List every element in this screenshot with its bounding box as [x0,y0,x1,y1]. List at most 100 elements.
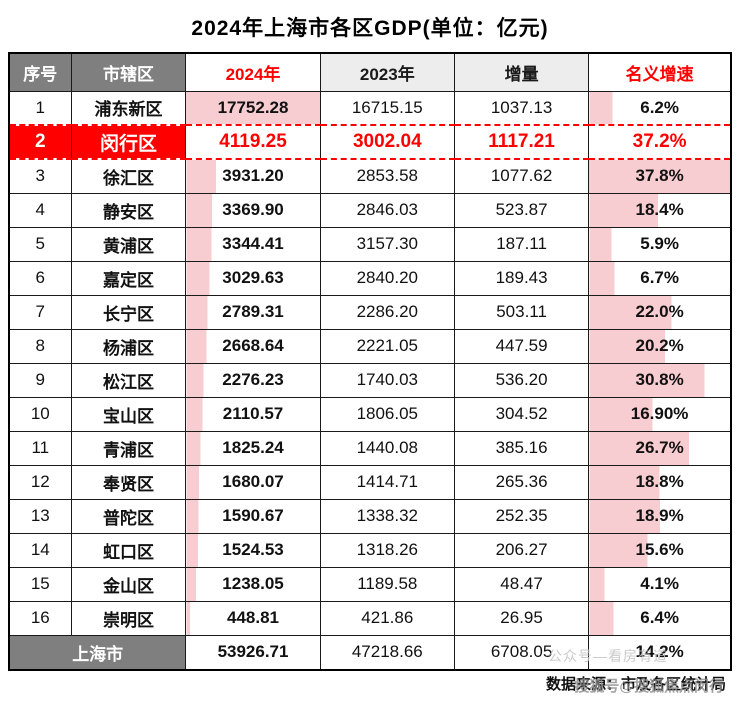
growth-cell: 22.0% [588,294,732,330]
table-row: 14 虹口区 1524.53 1318.26 206.27 15.6% [8,532,732,568]
district-cell: 长宁区 [70,294,187,330]
delta-cell: 304.52 [453,396,590,432]
gdp-2024-cell: 1590.67 [185,498,321,534]
table-row: 16 崇明区 448.81 421.86 26.95 6.4% [8,600,732,636]
district-cell: 徐汇区 [70,158,187,194]
col-header-district: 市辖区 [70,52,187,92]
total-gdp-2023: 47218.66 [319,634,455,671]
col-header-rank: 序号 [8,52,72,92]
rank-cell: 16 [8,600,72,636]
gdp-2023-cell: 3002.04 [319,124,455,160]
rank-cell: 8 [8,328,72,364]
district-cell: 闵行区 [70,124,187,160]
gdp-2024-cell: 1524.53 [185,532,321,568]
district-cell: 松江区 [70,362,187,398]
delta-cell: 1037.13 [453,90,590,126]
growth-cell: 15.6% [588,532,732,568]
gdp-2023-cell: 2286.20 [319,294,455,330]
gdp-2024-cell: 2789.31 [185,294,321,330]
district-cell: 普陀区 [70,498,187,534]
header-row: 序号 市辖区 2024年 2023年 增量 名义增速 [8,52,732,92]
gdp-table: 序号 市辖区 2024年 2023年 增量 名义增速 1 浦东新区 17752.… [7,52,733,671]
gdp-2023-cell: 3157.30 [319,226,455,262]
page-title: 2024年上海市各区GDP(单位：亿元) [191,17,549,40]
rank-cell: 6 [8,260,72,296]
district-cell: 杨浦区 [70,328,187,364]
table-row: 9 松江区 2276.23 1740.03 536.20 30.8% [8,362,732,398]
delta-cell: 523.87 [453,192,590,228]
rank-cell: 5 [8,226,72,262]
gdp-2023-cell: 1414.71 [319,464,455,500]
growth-cell: 16.90% [588,396,732,432]
gdp-table-body: 1 浦东新区 17752.28 16715.15 1037.13 6.2% 2 … [7,90,733,636]
col-header-2024: 2024年 [185,52,321,92]
gdp-2023-cell: 1740.03 [319,362,455,398]
table-row: 1 浦东新区 17752.28 16715.15 1037.13 6.2% [8,90,732,126]
gdp-2024-cell: 1825.24 [185,430,321,466]
table-row: 10 宝山区 2110.57 1806.05 304.52 16.90% [8,396,732,432]
gdp-2024-cell: 3029.63 [185,260,321,296]
delta-cell: 48.47 [453,566,590,602]
growth-cell: 5.9% [588,226,732,262]
growth-cell: 18.9% [588,498,732,534]
gdp-2023-cell: 2846.03 [319,192,455,228]
district-cell: 黄浦区 [70,226,187,262]
rank-cell: 9 [8,362,72,398]
gdp-2024-cell: 2110.57 [185,396,321,432]
delta-cell: 265.36 [453,464,590,500]
growth-cell: 20.2% [588,328,732,364]
gdp-2024-cell: 1680.07 [185,464,321,500]
gdp-2024-cell: 2668.64 [185,328,321,364]
delta-cell: 189.43 [453,260,590,296]
growth-cell: 6.2% [588,90,732,126]
growth-cell: 18.4% [588,192,732,228]
delta-cell: 187.11 [453,226,590,262]
district-cell: 青浦区 [70,430,187,466]
total-delta: 6708.05 [453,634,590,671]
rank-cell: 10 [8,396,72,432]
district-cell: 金山区 [70,566,187,602]
table-row: 11 青浦区 1825.24 1440.08 385.16 26.7% [8,430,732,466]
gdp-2023-cell: 1338.32 [319,498,455,534]
gdp-2023-cell: 1318.26 [319,532,455,568]
total-label: 上海市 [8,634,187,671]
total-gdp-2024: 53926.71 [185,634,321,671]
gdp-2024-cell: 3369.90 [185,192,321,228]
rank-cell: 4 [8,192,72,228]
growth-cell: 18.8% [588,464,732,500]
growth-cell: 37.2% [588,124,733,160]
district-cell: 宝山区 [70,396,187,432]
rank-cell: 15 [8,566,72,602]
gdp-2023-cell: 1189.58 [319,566,455,602]
district-cell: 浦东新区 [70,90,187,126]
table-row: 8 杨浦区 2668.64 2221.05 447.59 20.2% [8,328,732,364]
district-cell: 虹口区 [70,532,187,568]
gdp-2023-cell: 1440.08 [319,430,455,466]
gdp-2024-cell: 4119.25 [185,124,321,160]
gdp-2024-cell: 1238.05 [185,566,321,602]
rank-cell: 11 [8,430,72,466]
table-row: 7 长宁区 2789.31 2286.20 503.11 22.0% [8,294,732,330]
gdp-2024-cell: 3344.41 [185,226,321,262]
table-row: 3 徐汇区 3931.20 2853.58 1077.62 37.8% [8,158,732,194]
rank-cell: 2 [7,124,72,160]
growth-cell: 37.8% [588,158,732,194]
col-header-growth: 名义增速 [588,52,732,92]
gdp-2024-cell: 448.81 [185,600,321,636]
rank-cell: 1 [8,90,72,126]
table-row: 13 普陀区 1590.67 1338.32 252.35 18.9% [8,498,732,534]
table-row: 5 黄浦区 3344.41 3157.30 187.11 5.9% [8,226,732,262]
gdp-2024-cell: 3931.20 [185,158,321,194]
rank-cell: 3 [8,158,72,194]
rank-cell: 7 [8,294,72,330]
gdp-2023-cell: 2840.20 [319,260,455,296]
district-cell: 奉贤区 [70,464,187,500]
rank-cell: 12 [8,464,72,500]
delta-cell: 503.11 [453,294,590,330]
table-row: 12 奉贤区 1680.07 1414.71 265.36 18.8% [8,464,732,500]
col-header-delta: 增量 [453,52,590,92]
total-row: 上海市 53926.71 47218.66 6708.05 14.2% [8,634,732,671]
district-cell: 嘉定区 [70,260,187,296]
growth-cell: 4.1% [588,566,732,602]
